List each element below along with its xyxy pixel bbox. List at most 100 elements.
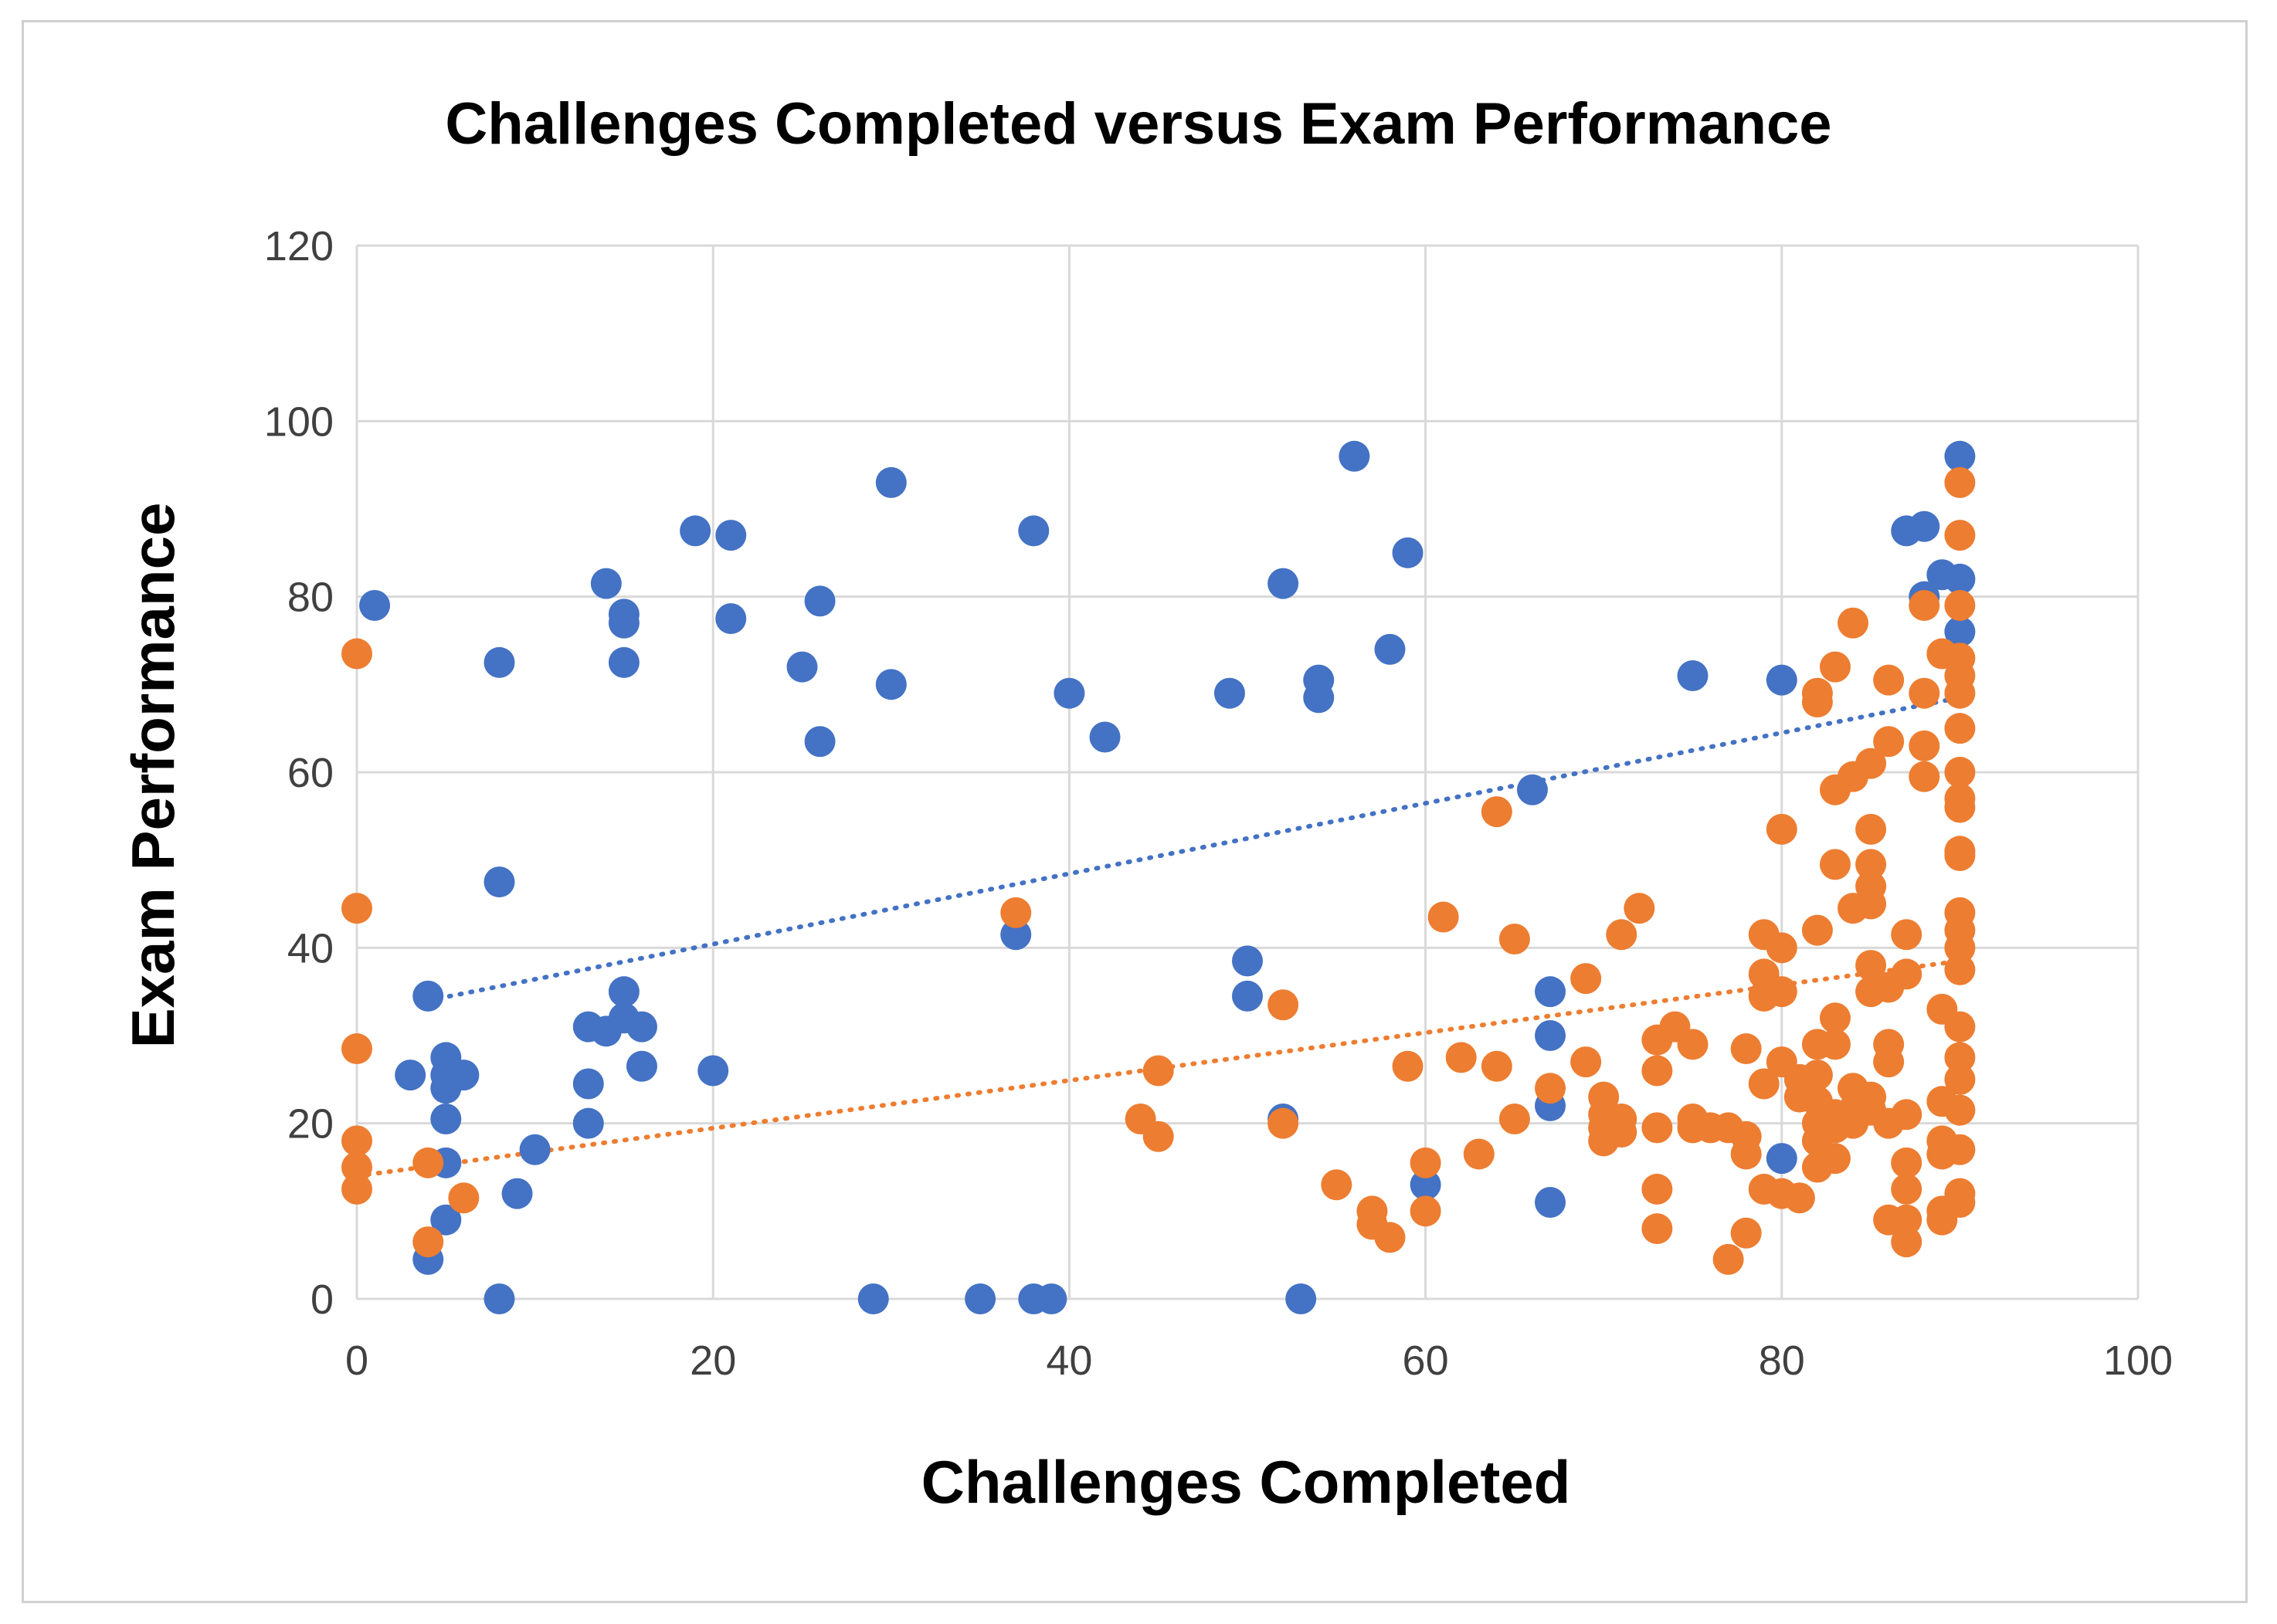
data-point-series-2 (1410, 1147, 1441, 1178)
data-point-series-2 (1677, 1029, 1709, 1060)
data-point-series-1 (484, 1283, 515, 1314)
data-point-series-2 (1873, 1046, 1905, 1078)
data-point-series-2 (1891, 1147, 1922, 1178)
data-point-series-2 (1855, 849, 1887, 880)
data-point-series-2 (1481, 1050, 1512, 1082)
data-point-series-2 (1498, 1103, 1530, 1134)
data-point-series-2 (1944, 839, 1976, 871)
data-point-series-1 (1018, 515, 1050, 547)
data-point-series-2 (1944, 1094, 1976, 1126)
data-point-series-1 (680, 515, 711, 547)
data-point-series-1 (484, 866, 515, 898)
data-point-series-2 (1142, 1055, 1174, 1087)
y-tick-label: 0 (310, 1276, 334, 1323)
data-point-series-1 (1535, 1186, 1566, 1218)
data-point-series-2 (1944, 1186, 1976, 1218)
data-point-series-2 (341, 1033, 372, 1065)
data-point-series-1 (1410, 1169, 1441, 1201)
data-point-series-1 (1944, 440, 1976, 472)
data-point-series-1 (804, 726, 836, 758)
data-point-series-2 (1855, 748, 1887, 779)
data-point-series-2 (1909, 590, 1940, 622)
data-point-series-2 (1801, 687, 1833, 718)
data-point-series-1 (608, 976, 640, 1008)
data-point-series-2 (1624, 893, 1655, 924)
data-point-series-1 (359, 590, 391, 622)
x-tick-label: 60 (1403, 1338, 1449, 1384)
data-point-series-2 (1819, 849, 1851, 880)
data-point-series-2 (1891, 1226, 1922, 1258)
data-point-series-1 (608, 646, 640, 678)
data-point-series-2 (1498, 923, 1530, 954)
data-point-series-1 (715, 520, 747, 551)
data-point-series-2 (1730, 1033, 1762, 1065)
data-point-series-1 (804, 585, 836, 617)
data-point-series-2 (1819, 1002, 1851, 1034)
data-point-series-2 (1570, 963, 1602, 995)
data-point-series-2 (1801, 914, 1833, 946)
trendlines (355, 695, 1963, 1178)
data-point-series-2 (1909, 730, 1940, 761)
data-point-series-2 (1374, 1222, 1406, 1253)
data-point-series-1 (1535, 976, 1566, 1008)
data-point-series-2 (1445, 1042, 1477, 1073)
data-point-series-2 (1909, 677, 1940, 709)
data-point-series-2 (341, 1173, 372, 1205)
data-point-series-1 (572, 1068, 604, 1100)
data-point-series-2 (1410, 1195, 1441, 1227)
data-point-series-2 (1766, 976, 1797, 1008)
data-point-series-2 (1944, 932, 1976, 964)
data-point-series-2 (1730, 1217, 1762, 1249)
data-point-series-2 (1855, 888, 1887, 920)
data-point-series-1 (1766, 664, 1797, 696)
data-point-series-2 (1641, 1112, 1673, 1144)
data-point-series-1 (965, 1283, 996, 1314)
data-point-series-1 (412, 980, 444, 1012)
chart-title: Challenges Completed versus Exam Perform… (445, 91, 1831, 157)
data-point-series-2 (1891, 1173, 1922, 1205)
data-point-series-2 (341, 1125, 372, 1157)
data-point-series-2 (1819, 1029, 1851, 1060)
data-point-series-1 (501, 1178, 533, 1209)
data-point-series-2 (1730, 1138, 1762, 1170)
data-point-series-1 (1232, 980, 1263, 1012)
data-point-series-1 (1089, 721, 1121, 753)
x-tick-label: 100 (2103, 1338, 2173, 1384)
chart-frame (22, 20, 2248, 1603)
data-point-series-2 (1783, 1182, 1815, 1214)
data-point-series-1 (875, 669, 907, 700)
data-point-series-2 (1944, 590, 1976, 622)
data-point-series-1 (1339, 440, 1370, 472)
data-point-series-1 (608, 607, 640, 639)
data-point-series-2 (1819, 1143, 1851, 1175)
x-tick-labels: 0 20 40 60 80 100 (345, 1338, 2173, 1384)
data-point-series-1 (430, 1204, 462, 1236)
data-point-series-2 (1909, 761, 1940, 792)
data-point-series-1 (1535, 1020, 1566, 1051)
x-tick-label: 0 (345, 1338, 368, 1384)
data-point-series-2 (1801, 1059, 1833, 1091)
data-point-series-2 (1267, 989, 1299, 1021)
y-tick-label: 60 (287, 750, 334, 796)
data-point-series-2 (1606, 1117, 1637, 1148)
x-axis-title: Challenges Completed (921, 1448, 1571, 1516)
data-point-series-1 (1516, 774, 1548, 805)
data-point-series-2 (1891, 1204, 1922, 1236)
data-point-series-2 (1606, 919, 1637, 951)
y-tick-labels: 0 20 40 60 80 100 120 (264, 223, 334, 1323)
data-point-series-2 (341, 638, 372, 670)
data-point-series-2 (1944, 1063, 1976, 1095)
x-tick-label: 20 (690, 1338, 736, 1384)
data-point-series-1 (1374, 633, 1406, 665)
data-point-series-2 (1944, 520, 1976, 551)
y-tick-label: 40 (287, 925, 334, 971)
data-point-series-2 (1944, 713, 1976, 744)
data-point-series-2 (1000, 897, 1032, 928)
data-point-series-2 (1570, 1046, 1602, 1078)
data-point-series-2 (1535, 1073, 1566, 1104)
data-point-series-2 (1891, 919, 1922, 951)
data-point-series-1 (1285, 1283, 1317, 1314)
data-point-series-1 (1392, 537, 1424, 568)
data-point-series-2 (1267, 1107, 1299, 1139)
